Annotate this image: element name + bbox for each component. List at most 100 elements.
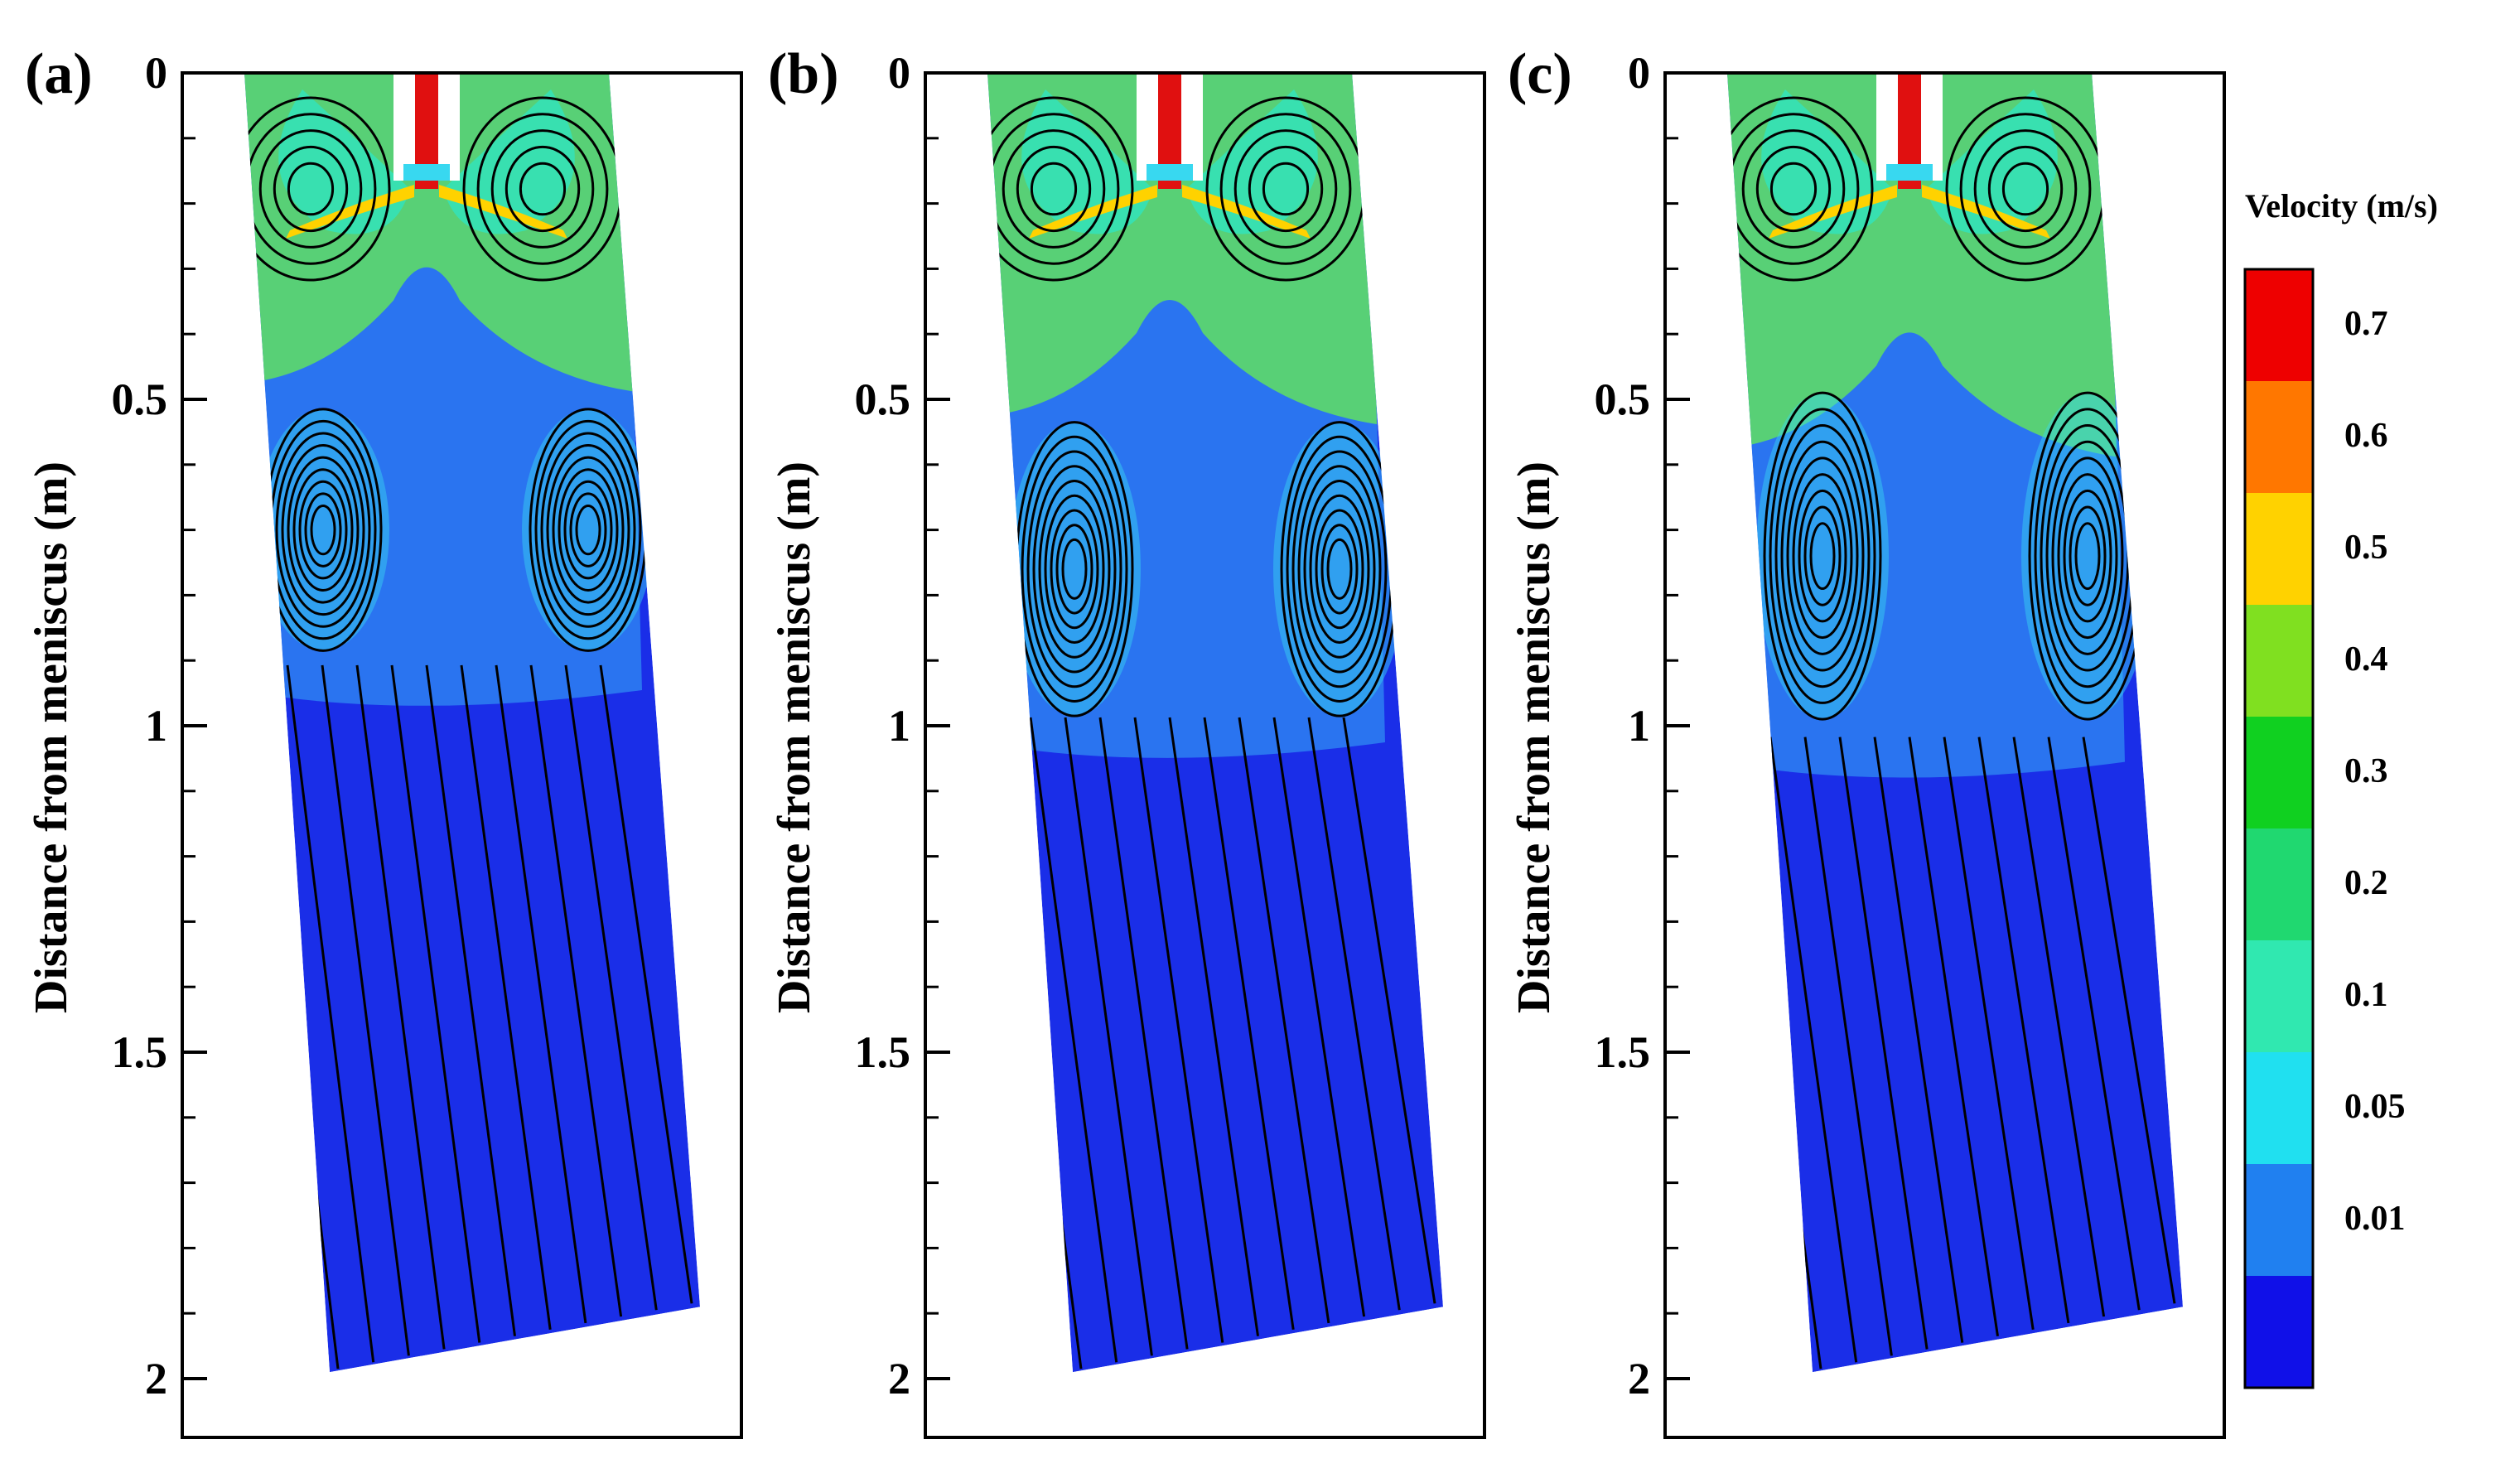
sen-outlet: [1886, 164, 1933, 181]
streamline-vortex-left: [287, 456, 360, 604]
streamline-upper-left: [1755, 145, 1832, 233]
streamline-upper-right: [1262, 162, 1310, 216]
colorbar-frame: [2243, 268, 2315, 1389]
sen-outlet: [1147, 164, 1193, 181]
streamline-vortex-right: [2051, 456, 2124, 655]
vortex-left-region: [1756, 393, 1889, 720]
streamline-upper-left: [1727, 96, 1874, 282]
velocity-field: [1727, 73, 2183, 1373]
streamline-down: [1168, 717, 1259, 1336]
jet-left: [1029, 185, 1157, 239]
streamline-upper-right: [490, 129, 595, 249]
sen-outlet: [403, 164, 450, 181]
streamline-down: [1029, 717, 1118, 1363]
streamline-vortex-left: [1763, 391, 1882, 721]
streamline-upper-left: [1002, 129, 1106, 249]
streamline-down: [355, 664, 446, 1350]
y-axis-title: Distance from meniscus (m): [1509, 461, 1560, 1013]
streamline-down: [1873, 737, 1964, 1343]
colorbar-title: Velocity (m/s): [2245, 187, 2438, 225]
streamline-down: [529, 664, 623, 1317]
y-tick-label: 0.5: [112, 374, 168, 424]
colorbar-swatch: [2245, 269, 2313, 381]
y-tick-label: 1.5: [1595, 1027, 1651, 1077]
streamline-down: [1838, 737, 1929, 1350]
streamline-down: [1098, 717, 1189, 1350]
streamline-down: [1203, 717, 1295, 1331]
jet-right: [439, 185, 567, 239]
vortex-left-region: [1008, 422, 1141, 717]
y-tick-label: 1.5: [112, 1027, 168, 1077]
streamline-upper-right: [519, 162, 567, 216]
streamline-down: [599, 664, 693, 1304]
streamline-upper-left: [287, 162, 335, 216]
streamline-vortex-left: [1055, 524, 1093, 615]
streamline-vortex-right: [540, 432, 636, 628]
colorbar-swatch: [2245, 1164, 2313, 1276]
streamline-vortex-right: [2074, 522, 2101, 591]
streamline-upper-left: [244, 96, 391, 282]
axis-frame: [181, 71, 743, 1439]
velocity-field: [987, 73, 1443, 1373]
streamline-vortex-left: [1038, 480, 1111, 659]
streamline-vortex-right: [552, 456, 625, 604]
streamline-vortex-left: [1769, 408, 1876, 704]
streamline-vortex-left: [1798, 489, 1847, 623]
y-tick-label: 0: [888, 48, 910, 98]
streamline-down: [390, 664, 481, 1343]
streamline-vortex-left: [1026, 450, 1122, 688]
streamline-vortex-left: [1803, 505, 1842, 606]
y-axis-title: Distance from meniscus (m): [26, 461, 77, 1013]
streamline-down: [460, 664, 552, 1331]
y-tick-label: 2: [145, 1354, 167, 1403]
y-tick-label: 1: [888, 701, 910, 751]
streamline-down: [1238, 717, 1330, 1324]
panel-c: 0 0.5 1 1.5 2 (c) Distance from meniscus (m): [1508, 42, 2226, 1439]
streamline-vortex-left: [1044, 494, 1105, 645]
streamline-upper-right: [1973, 129, 2078, 249]
streamline-vortex-right: [575, 504, 601, 556]
streamline-vortex-left: [1780, 440, 1865, 672]
streamline-vortex-right: [569, 492, 607, 568]
streamline-vortex-right: [1309, 494, 1370, 645]
colorbar: Velocity (m/s) 0.7 0.6 0.5 0.4 0.3 0.2 0.1 0.05…: [2243, 187, 2438, 1389]
streamline-vortex-left: [1792, 473, 1853, 640]
streamline-down: [1272, 717, 1366, 1317]
streamline-upper-right: [476, 113, 609, 265]
colorbar-swatch: [2245, 940, 2313, 1052]
colorbar-swatch: [2245, 605, 2313, 717]
streamline-vortex-right: [2069, 505, 2107, 606]
streamline-vortex-right: [1320, 524, 1359, 615]
streamline-down: [425, 664, 516, 1336]
colorbar-level-label: 0.2: [2344, 864, 2388, 902]
colorbar-swatch: [2245, 1276, 2313, 1388]
panel-a: 0 0.5 1 1.5 2 (a) Distance from meniscus (m): [25, 42, 743, 1439]
streamline-upper-left: [258, 129, 363, 249]
streamline-vortex-left: [1021, 435, 1128, 703]
streamline-vortex-left: [304, 492, 342, 568]
streamline-vortex-right: [563, 480, 613, 580]
colorbar-swatches: 0.7 0.6 0.5 0.4 0.3 0.2 0.1 0.05 0.01: [2243, 268, 2406, 1389]
colorbar-level-label: 0.6: [2344, 417, 2388, 455]
colorbar-swatch: [2245, 381, 2313, 493]
streamline-down: [1064, 717, 1153, 1356]
streamline-down: [321, 664, 410, 1356]
streamline-upper-right: [1233, 129, 1338, 249]
streamline-upper-right: [1959, 113, 2092, 265]
y-tick-label: 0: [145, 48, 167, 98]
y-tick-label: 1.5: [855, 1027, 911, 1077]
colorbar-swatch: [2245, 828, 2313, 940]
streamline-down: [495, 664, 587, 1324]
y-tick-label: 0: [1628, 48, 1650, 98]
colorbar-level-label: 0.01: [2344, 1200, 2406, 1238]
colorbar-level-label: 0.4: [2344, 640, 2388, 679]
panel-label: (b): [768, 42, 839, 106]
streamline-vortex-left: [281, 444, 365, 616]
streamline-vortex-right: [1291, 450, 1388, 688]
jet-left: [1769, 185, 1897, 239]
vortex-right-region: [2021, 393, 2154, 720]
streamline-vortex-left: [298, 480, 348, 580]
vortex-left-region: [257, 408, 389, 651]
colorbar-level-label: 0.3: [2344, 752, 2388, 790]
